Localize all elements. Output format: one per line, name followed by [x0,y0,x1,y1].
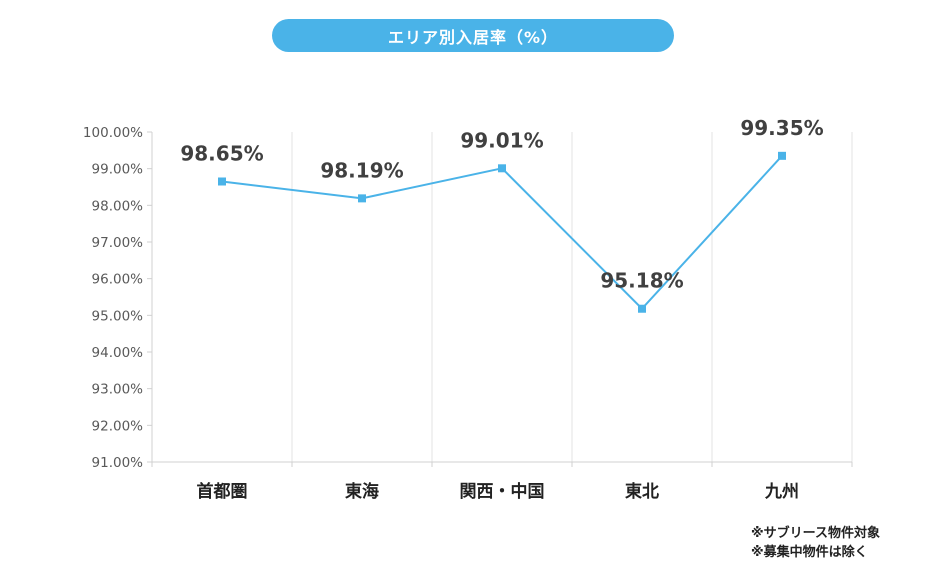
y-tick-label: 97.00% [92,235,144,251]
footnotes: ※サブリース物件対象 ※募集中物件は除く [751,524,880,562]
data-point [498,164,506,173]
footnote-vacancy: ※募集中物件は除く [751,545,868,560]
x-category-label: 東北 [625,481,659,502]
x-category-label: 関西・中国 [460,481,545,502]
y-tick-label: 92.00% [92,418,144,434]
footnote-sublease: ※サブリース物件対象 [751,526,880,541]
data-label: 98.65% [180,142,263,166]
y-tick-label: 94.00% [92,345,144,361]
data-label: 98.19% [320,158,403,182]
data-point [218,177,226,186]
y-tick-label: 91.00% [92,455,144,471]
series-line [221,155,783,311]
data-point [358,194,366,203]
y-tick-label: 98.00% [92,198,144,214]
chart-title: エリア別入居率（%） [272,19,674,52]
x-category-label: 首都圏 [197,481,248,502]
data-label: 99.35% [740,116,823,140]
x-category-label: 九州 [764,482,799,502]
data-label: 95.18% [600,269,683,293]
data-point [638,304,646,313]
data-label: 99.01% [460,128,543,152]
y-tick-label: 96.00% [92,272,144,288]
data-point [778,151,786,160]
y-tick-label: 100.00% [83,125,143,141]
x-category-label: 東海 [345,481,379,502]
y-tick-label: 95.00% [92,308,144,324]
y-tick-label: 99.00% [92,162,144,178]
y-tick-label: 93.00% [92,382,144,398]
